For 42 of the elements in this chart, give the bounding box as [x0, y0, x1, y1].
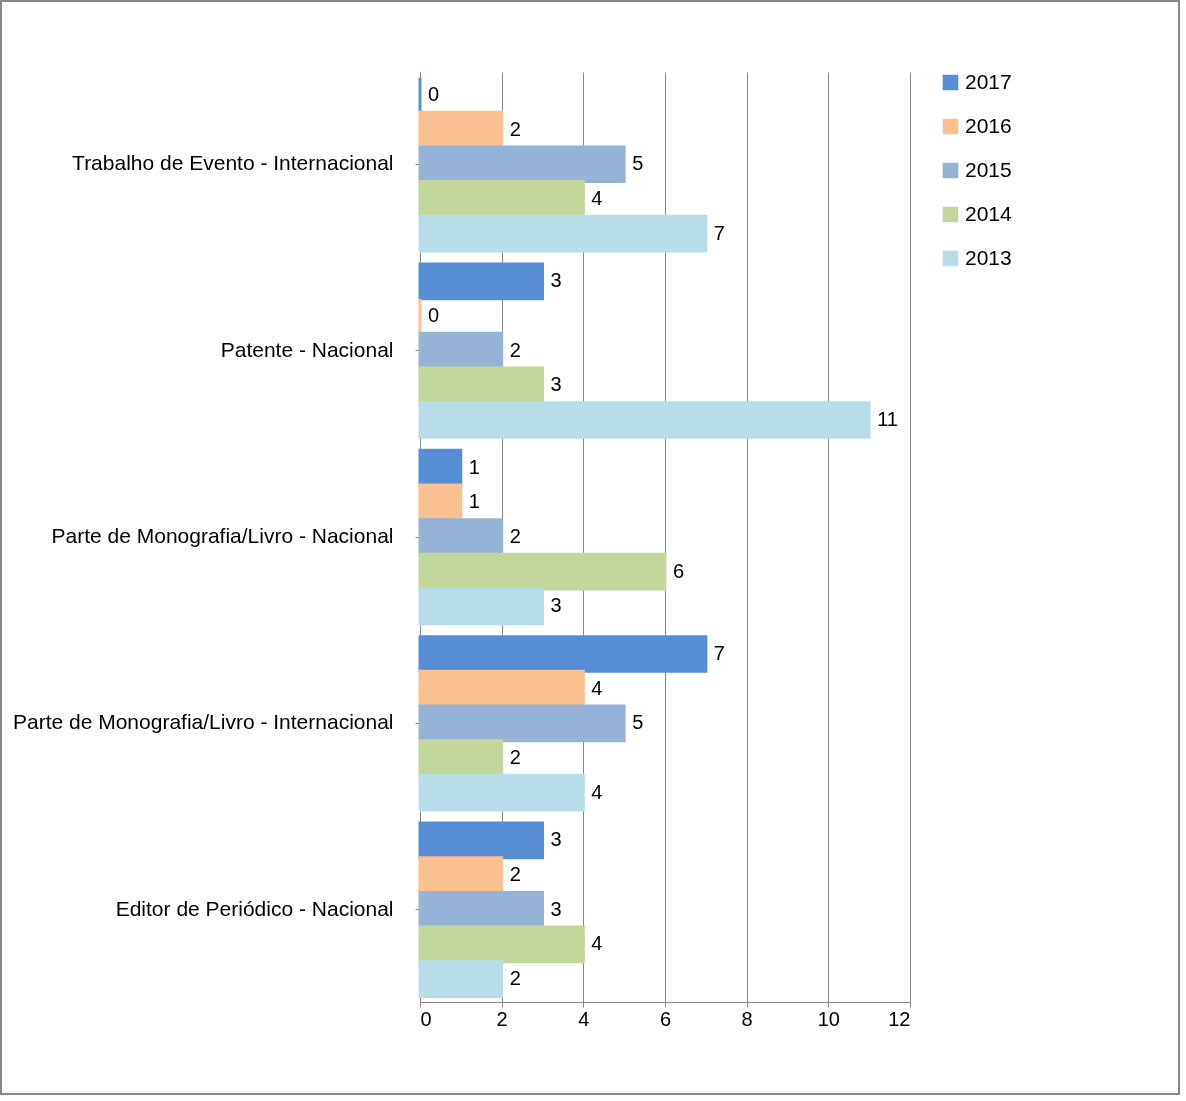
data-label: 4	[591, 186, 603, 209]
data-label: 7	[713, 642, 725, 665]
data-label: 4	[591, 780, 603, 803]
data-label: 2	[509, 967, 521, 990]
data-label: 2	[509, 746, 521, 769]
data-label: 5	[632, 711, 644, 734]
data-label: 3	[550, 594, 562, 617]
data-label: 1	[468, 490, 480, 513]
y-tick-label: Trabalho de Evento - Internacional	[72, 151, 394, 175]
legend-label: 2014	[965, 201, 1013, 225]
data-label: 2	[509, 863, 521, 886]
legend-label: 2017	[965, 69, 1012, 93]
data-label: 4	[591, 676, 603, 699]
x-tick-label: 4	[578, 1007, 590, 1030]
data-label: 1	[468, 455, 480, 478]
data-label: 3	[550, 269, 562, 292]
data-label: 3	[550, 373, 562, 396]
x-tick-label: 6	[659, 1007, 672, 1030]
x-tick-label: 10	[817, 1007, 840, 1030]
x-tick-label: 12	[888, 1007, 911, 1030]
x-tick-label: 8	[741, 1007, 753, 1030]
data-label: 4	[591, 932, 603, 955]
data-label: 5	[632, 152, 644, 175]
legend-label: 2015	[965, 157, 1012, 181]
y-tick-label: Parte de Monografia/Livro - Internacional	[12, 710, 394, 734]
data-label: 3	[550, 897, 562, 920]
y-tick-label: Patente - Nacional	[220, 337, 394, 361]
data-label: 2	[509, 117, 521, 140]
y-tick-label: Editor de Periódico - Nacional	[115, 896, 394, 920]
data-label: 6	[673, 559, 685, 582]
legend-label: 2013	[965, 245, 1012, 269]
data-label: 7	[713, 221, 725, 244]
x-tick-label: 2	[496, 1007, 508, 1030]
x-tick-label: 0	[420, 1007, 432, 1030]
data-label: 3	[550, 828, 562, 851]
data-label: 0	[428, 303, 440, 326]
data-label: 2	[509, 338, 521, 361]
data-label: 11	[877, 407, 898, 430]
y-tick-label: Parte de Monografia/Livro - Nacional	[51, 524, 394, 547]
data-label: 0	[428, 82, 440, 105]
data-label: 2	[509, 525, 521, 547]
legend-label: 2016	[965, 113, 1012, 137]
